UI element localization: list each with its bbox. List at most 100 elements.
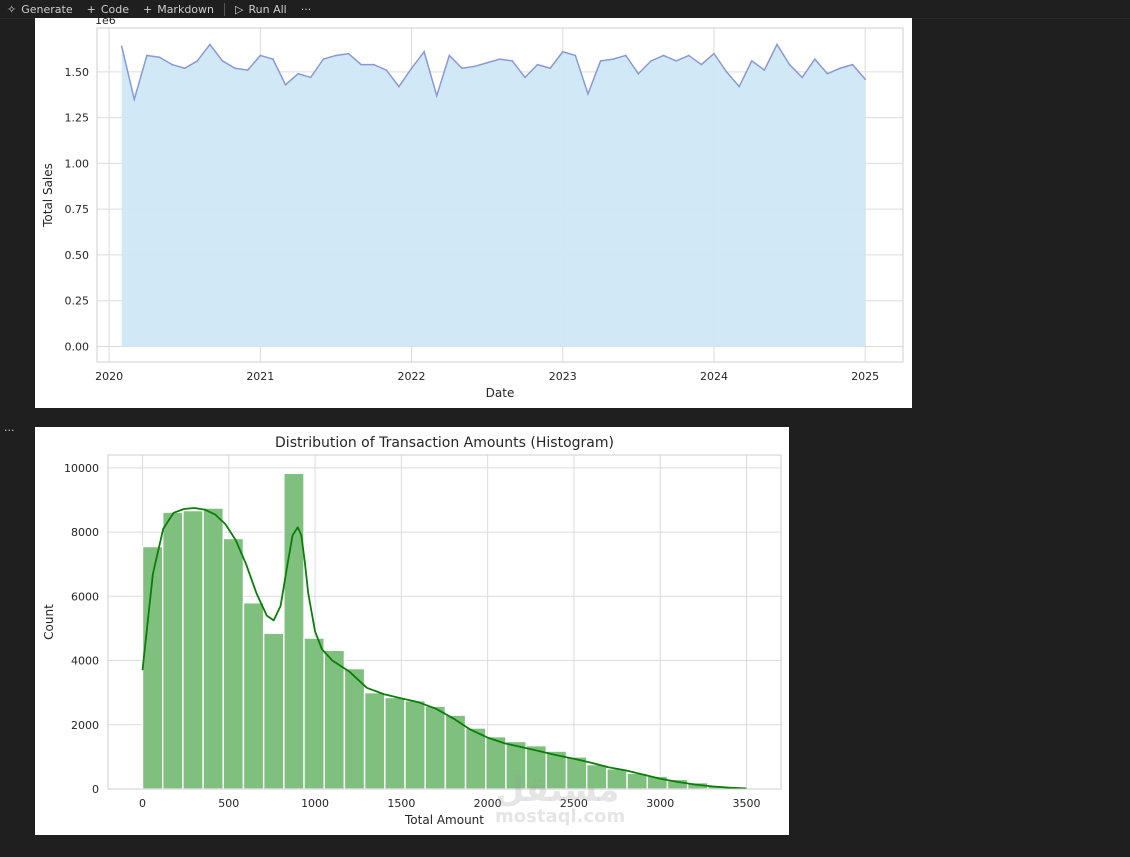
histogram-bar [262, 632, 285, 790]
y-tick-label: 4000 [71, 655, 99, 668]
histogram-bar [606, 768, 628, 790]
code-label: Code [100, 2, 129, 16]
data-point [297, 72, 299, 75]
data-point [486, 61, 488, 64]
y-tick-label: 10000 [64, 462, 99, 475]
data-point [637, 72, 640, 75]
chart-title: Distribution of Transaction Amounts (His… [275, 435, 614, 451]
histogram-bar [202, 507, 224, 790]
histogram-bar [404, 699, 426, 790]
data-point [435, 94, 438, 97]
histogram-bar [363, 691, 386, 790]
data-point [309, 76, 312, 79]
data-point [675, 60, 677, 62]
data-point [650, 60, 652, 62]
x-tick-label: 2021 [246, 370, 274, 383]
data-point [776, 43, 778, 46]
more-icon: ··· [300, 2, 312, 16]
y-tick-label: 8000 [71, 526, 99, 539]
x-tick-label: 1500 [387, 797, 415, 810]
generate-label: Generate [21, 2, 73, 16]
histogram-bar [283, 472, 305, 790]
data-point [498, 58, 501, 60]
y-tick-label: 0.75 [65, 203, 90, 216]
data-point [120, 45, 123, 48]
data-point [209, 43, 211, 46]
histogram-bar [343, 667, 366, 790]
notebook-toolbar: ✧ Generate + Code + Markdown ▷ Run All ·… [0, 0, 1130, 19]
data-point [423, 50, 425, 53]
y-tick-label: 2000 [71, 719, 99, 732]
plot-frame [107, 454, 782, 790]
data-point [461, 67, 463, 70]
data-point [133, 98, 136, 101]
y-tick-label: 0 [92, 783, 99, 796]
data-point [713, 52, 715, 55]
y-tick-label: 0.25 [65, 295, 90, 308]
data-point [410, 67, 413, 70]
data-point [826, 72, 829, 75]
y-offset-label: 1e6 [95, 18, 116, 27]
y-axis-label: Count [42, 604, 56, 640]
histogram-bar [242, 602, 265, 790]
data-point [360, 63, 362, 66]
histogram-output: 0 2000 4000 6000 8000 10000 0 500 1000 1500 2000 25… [35, 427, 789, 835]
histogram-bar [303, 637, 325, 790]
x-tick-label: 2022 [398, 370, 426, 383]
data-point [587, 93, 589, 95]
run-all-button[interactable]: ▷ Run All [228, 0, 294, 18]
histogram-bar [182, 509, 204, 790]
generate-button[interactable]: ✧ Generate [0, 0, 80, 18]
add-code-button[interactable]: + Code [80, 0, 136, 18]
y-tick-label: 0.00 [65, 340, 90, 353]
histogram-bar [222, 537, 245, 790]
data-point [221, 60, 224, 62]
data-point [398, 85, 400, 88]
y-tick-label: 1.50 [65, 66, 90, 79]
x-tick-label: 3500 [732, 797, 760, 810]
data-point [725, 71, 728, 73]
y-tick-label: 0.50 [65, 249, 90, 262]
data-point [196, 60, 199, 62]
data-point [347, 52, 350, 55]
add-markdown-button[interactable]: + Markdown [136, 0, 221, 18]
data-point [335, 54, 337, 57]
x-tick-label: 2025 [851, 370, 879, 383]
data-point [813, 58, 816, 60]
x-tick-label: 2000 [474, 797, 502, 810]
y-tick-label: 1.00 [65, 157, 90, 170]
x-tick-label: 500 [218, 797, 239, 810]
histogram-chart: 0 2000 4000 6000 8000 10000 0 500 1000 1500 2000 25… [42, 435, 782, 827]
histogram-bar [424, 705, 447, 790]
data-point [864, 78, 866, 81]
plus-icon: + [86, 2, 96, 16]
data-point [612, 58, 614, 60]
data-point [536, 63, 539, 66]
histogram-bar [384, 696, 406, 790]
data-point [284, 83, 287, 86]
y-tick-label: 1.25 [65, 112, 90, 125]
data-point [599, 60, 602, 62]
data-point [246, 69, 249, 71]
data-point [183, 67, 186, 70]
x-tick-label: 2023 [549, 370, 577, 383]
x-tick-label: 2500 [560, 797, 588, 810]
cell-output-menu-icon[interactable]: ··· [4, 424, 15, 437]
data-point [372, 63, 375, 66]
sparkle-icon: ✧ [7, 2, 17, 16]
y-tick-label: 6000 [71, 590, 99, 603]
area-plot-output: 0.00 0.25 0.50 0.75 1.00 1.25 1.50 2020 2021 2022… [35, 5, 912, 408]
histogram-bar [585, 763, 608, 790]
data-point [700, 63, 703, 66]
data-point [662, 54, 665, 57]
data-point [738, 85, 740, 88]
data-point [234, 67, 236, 70]
data-point [385, 69, 388, 71]
more-actions-button[interactable]: ··· [294, 0, 319, 18]
markdown-label: Markdown [157, 2, 215, 16]
toolbar-divider [224, 2, 226, 16]
x-tick-label: 3000 [646, 797, 674, 810]
histogram-bar [464, 727, 487, 790]
data-point [851, 63, 854, 66]
data-point [801, 76, 803, 79]
